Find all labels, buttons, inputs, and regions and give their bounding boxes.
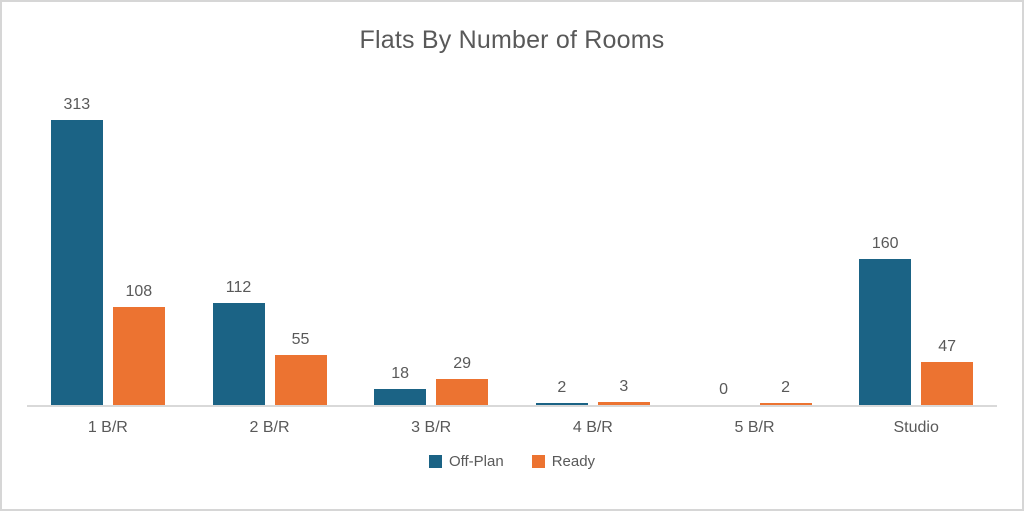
plot-area: 313 108 112 55 18 29 2 3 0 2 160 47 <box>27 87 997 407</box>
data-label: 0 <box>719 381 728 398</box>
bar-off-plan <box>50 120 103 405</box>
legend-swatch-icon <box>531 455 545 468</box>
bar-ready <box>921 362 974 405</box>
x-axis-category-label: 3 B/R <box>411 419 452 436</box>
bar-wrap: 3 <box>597 377 650 405</box>
bar-ready <box>597 402 650 405</box>
x-axis-category-label: Studio <box>893 419 939 436</box>
data-label: 18 <box>391 364 410 382</box>
chart-title: Flats By Number of Rooms <box>359 26 665 54</box>
data-label: 29 <box>453 354 472 372</box>
legend-label: Ready <box>551 453 596 470</box>
bar-ready <box>759 403 812 405</box>
bar-group: 160 47 <box>835 87 997 405</box>
bar-wrap: 112 <box>212 278 265 405</box>
data-label: 47 <box>938 338 957 356</box>
x-axis-category-label: 2 B/R <box>249 419 290 436</box>
data-label: 2 <box>781 379 790 397</box>
bar-wrap: 2 <box>535 378 588 405</box>
x-axis-category-label: 4 B/R <box>572 419 613 436</box>
bar-off-plan <box>535 403 588 405</box>
legend-item-off-plan: Off-Plan <box>428 453 504 470</box>
data-label: 108 <box>125 282 153 300</box>
legend: Off-Plan Ready <box>2 453 1022 470</box>
bar-wrap: 29 <box>436 354 489 405</box>
bar-wrap: 108 <box>112 282 165 405</box>
bar-group: 313 108 <box>27 87 189 405</box>
data-label: 2 <box>557 379 567 397</box>
x-axis-category-row: 1 B/R 2 B/R 3 B/R 4 B/R 5 B/R Studio <box>27 407 997 437</box>
x-axis-category-label: 5 B/R <box>734 419 775 436</box>
bar-wrap: 160 <box>859 234 912 405</box>
legend-label: Off-Plan <box>448 453 504 470</box>
bar-wrap: 2 <box>759 378 812 405</box>
legend-swatch-icon <box>428 455 442 468</box>
data-label: 112 <box>225 279 252 296</box>
bar-off-plan <box>374 388 427 405</box>
data-label: 3 <box>619 378 629 396</box>
data-label: 160 <box>871 235 899 253</box>
bar-ready <box>274 354 327 405</box>
bar-ready <box>112 306 165 405</box>
bar-wrap: 0 <box>698 380 750 405</box>
bar-wrap: 18 <box>374 364 427 405</box>
data-label: 55 <box>291 330 310 348</box>
bar-wrap: 313 <box>50 95 103 405</box>
x-axis-category-label: 1 B/R <box>87 419 128 436</box>
bar-group: 18 29 <box>350 87 512 405</box>
bar-group: 112 55 <box>189 87 351 405</box>
legend-item-ready: Ready <box>531 453 596 470</box>
bar-off-plan <box>859 259 912 405</box>
bar-off-plan <box>212 303 265 405</box>
bar-wrap: 47 <box>921 337 974 405</box>
data-label: 313 <box>63 96 91 113</box>
bar-wrap: 55 <box>274 330 327 405</box>
bar-ready <box>436 378 489 405</box>
